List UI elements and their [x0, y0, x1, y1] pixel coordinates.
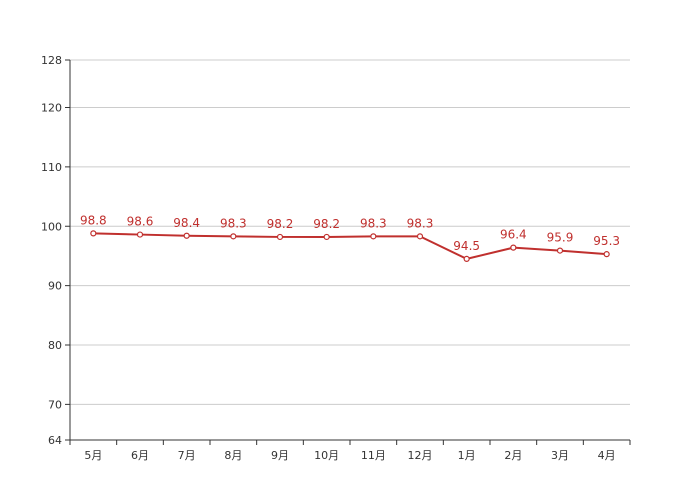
x-tick-label: 11月	[361, 449, 386, 462]
data-label: 98.3	[360, 216, 387, 230]
data-point	[276, 233, 284, 241]
series-line	[93, 232, 607, 260]
x-tick-label: 4月	[598, 449, 616, 462]
data-point	[463, 255, 470, 263]
data-labels: 98.8 98.6 98.4 98.3 98.2 98.2 98.3 98.3 94.5 96.4…	[80, 213, 620, 253]
x-tick-label: 7月	[178, 449, 196, 462]
x-tick-label: 12月	[408, 449, 433, 462]
x-tick-label: 9月	[271, 449, 289, 462]
y-tick-label: 64	[48, 434, 62, 447]
y-tick-label: 128	[41, 54, 62, 67]
gridlines	[70, 59, 630, 405]
x-tick-label: 8月	[224, 449, 242, 462]
y-tick-label: 120	[41, 102, 62, 115]
y-tick-label: 80	[48, 339, 62, 352]
data-point	[416, 233, 424, 240]
y-tick-label: 90	[48, 280, 62, 293]
data-label: 98.6	[127, 215, 154, 229]
data-point	[603, 251, 610, 258]
data-label: 98.3	[220, 216, 247, 230]
y-tick-label: 100	[41, 220, 62, 233]
data-label: 95.3	[593, 234, 620, 248]
data-point	[510, 244, 517, 251]
x-tick-label: 1月	[458, 449, 476, 462]
x-tick-label: 5月	[84, 449, 102, 462]
data-label: 98.2	[267, 217, 294, 231]
x-tick-label: 2月	[504, 449, 522, 462]
axes: 64 70 80 90 100 110 120 128 5月 6月 7月 8月 9月 10月 11月 12月 1…	[41, 54, 631, 462]
data-point	[136, 231, 144, 238]
data-point	[183, 232, 190, 239]
data-point	[556, 247, 564, 254]
x-tick-label: 3月	[551, 449, 569, 462]
data-point	[230, 233, 237, 240]
x-tick-label: 10月	[314, 449, 339, 462]
data-point	[323, 233, 330, 241]
data-label: 98.2	[313, 217, 340, 231]
y-tick-label: 110	[41, 161, 62, 174]
data-label: 98.3	[407, 216, 434, 230]
data-label: 94.5	[453, 239, 480, 253]
data-label: 95.9	[547, 231, 574, 245]
x-tick-label: 6月	[131, 449, 149, 462]
data-label: 96.4	[500, 228, 527, 242]
data-label: 98.8	[80, 213, 107, 227]
data-point	[90, 230, 97, 237]
data-point	[370, 233, 377, 240]
data-label: 98.4	[173, 216, 200, 230]
series	[90, 230, 610, 263]
y-tick-label: 70	[48, 398, 62, 411]
